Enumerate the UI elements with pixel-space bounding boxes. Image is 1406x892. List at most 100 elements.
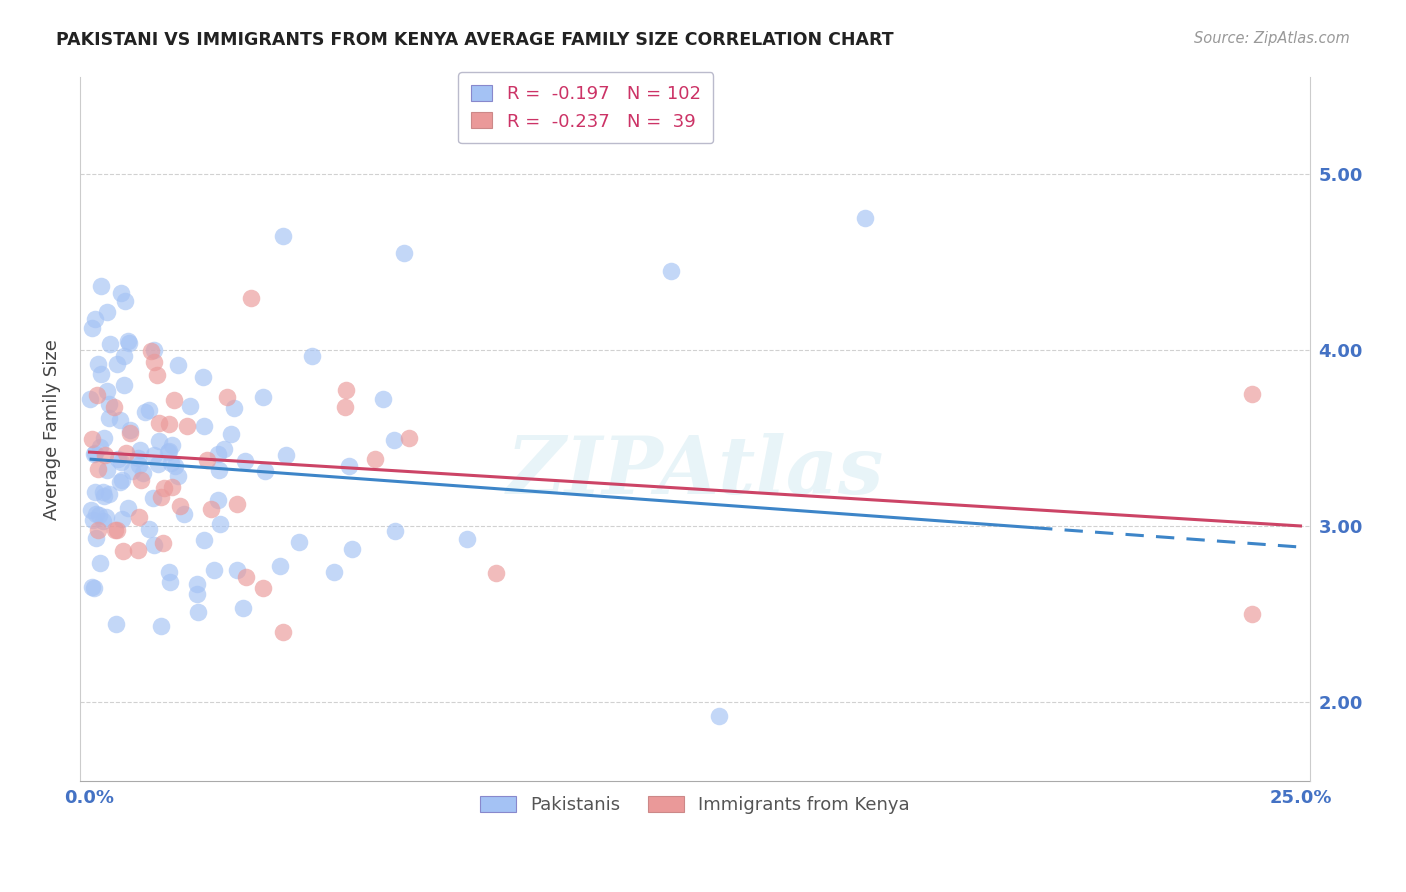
Point	[235, 570, 257, 584]
Point	[202, 564, 225, 578]
Point	[139, 344, 162, 359]
Point	[96, 384, 118, 398]
Point	[111, 543, 134, 558]
Point	[86, 523, 108, 537]
Point	[200, 501, 222, 516]
Point	[90, 367, 112, 381]
Point	[108, 475, 131, 490]
Point	[225, 563, 247, 577]
Point	[84, 312, 107, 326]
Point	[129, 442, 152, 457]
Point	[96, 463, 118, 477]
Point	[110, 455, 132, 469]
Point	[90, 279, 112, 293]
Point	[485, 566, 508, 580]
Point	[105, 357, 128, 371]
Point	[709, 709, 731, 723]
Point	[337, 459, 360, 474]
Point	[853, 211, 876, 226]
Point	[110, 286, 132, 301]
Point	[83, 447, 105, 461]
Point	[134, 405, 156, 419]
Point	[333, 400, 356, 414]
Point	[128, 458, 150, 473]
Point	[87, 508, 110, 523]
Point	[138, 403, 160, 417]
Point	[143, 343, 166, 358]
Point	[160, 479, 183, 493]
Point	[212, 442, 235, 457]
Point	[208, 517, 231, 532]
Point	[148, 434, 170, 449]
Point	[107, 523, 129, 537]
Point	[112, 378, 135, 392]
Point	[159, 575, 181, 590]
Point	[108, 413, 131, 427]
Point	[107, 452, 129, 467]
Point	[112, 349, 135, 363]
Point	[163, 392, 186, 407]
Point	[173, 507, 195, 521]
Point	[1241, 387, 1264, 401]
Point	[364, 452, 387, 467]
Y-axis label: Average Family Size: Average Family Size	[44, 339, 60, 520]
Point	[152, 536, 174, 550]
Point	[82, 432, 104, 446]
Point	[86, 357, 108, 371]
Point	[160, 456, 183, 470]
Point	[146, 457, 169, 471]
Point	[143, 538, 166, 552]
Point	[93, 489, 115, 503]
Point	[288, 534, 311, 549]
Point	[340, 542, 363, 557]
Point	[138, 522, 160, 536]
Point	[167, 359, 190, 373]
Point	[157, 417, 180, 431]
Point	[127, 450, 149, 465]
Point	[193, 370, 215, 384]
Point	[84, 446, 107, 460]
Point	[150, 490, 173, 504]
Point	[94, 510, 117, 524]
Point	[179, 399, 201, 413]
Point	[659, 264, 682, 278]
Point	[384, 524, 406, 538]
Point	[121, 465, 143, 479]
Point	[323, 565, 346, 579]
Point	[86, 388, 108, 402]
Point	[373, 392, 395, 407]
Point	[145, 368, 167, 382]
Point	[219, 426, 242, 441]
Point	[152, 481, 174, 495]
Point	[252, 390, 274, 404]
Point	[269, 559, 291, 574]
Point	[207, 493, 229, 508]
Point	[271, 228, 294, 243]
Point	[94, 449, 117, 463]
Point	[131, 466, 153, 480]
Point	[129, 473, 152, 487]
Point	[274, 448, 297, 462]
Point	[193, 533, 215, 548]
Text: PAKISTANI VS IMMIGRANTS FROM KENYA AVERAGE FAMILY SIZE CORRELATION CHART: PAKISTANI VS IMMIGRANTS FROM KENYA AVERA…	[56, 31, 894, 49]
Point	[207, 447, 229, 461]
Point	[89, 556, 111, 570]
Point	[193, 419, 215, 434]
Point	[226, 497, 249, 511]
Point	[1241, 607, 1264, 621]
Point	[142, 355, 165, 369]
Point	[118, 336, 141, 351]
Point	[239, 291, 262, 305]
Point	[382, 434, 405, 448]
Point	[253, 464, 276, 478]
Point	[87, 462, 110, 476]
Point	[195, 453, 218, 467]
Point	[97, 487, 120, 501]
Point	[148, 416, 170, 430]
Point	[103, 400, 125, 414]
Text: ZIPAtlas: ZIPAtlas	[506, 433, 884, 510]
Point	[176, 419, 198, 434]
Point	[157, 443, 180, 458]
Point	[166, 468, 188, 483]
Text: Source: ZipAtlas.com: Source: ZipAtlas.com	[1194, 31, 1350, 46]
